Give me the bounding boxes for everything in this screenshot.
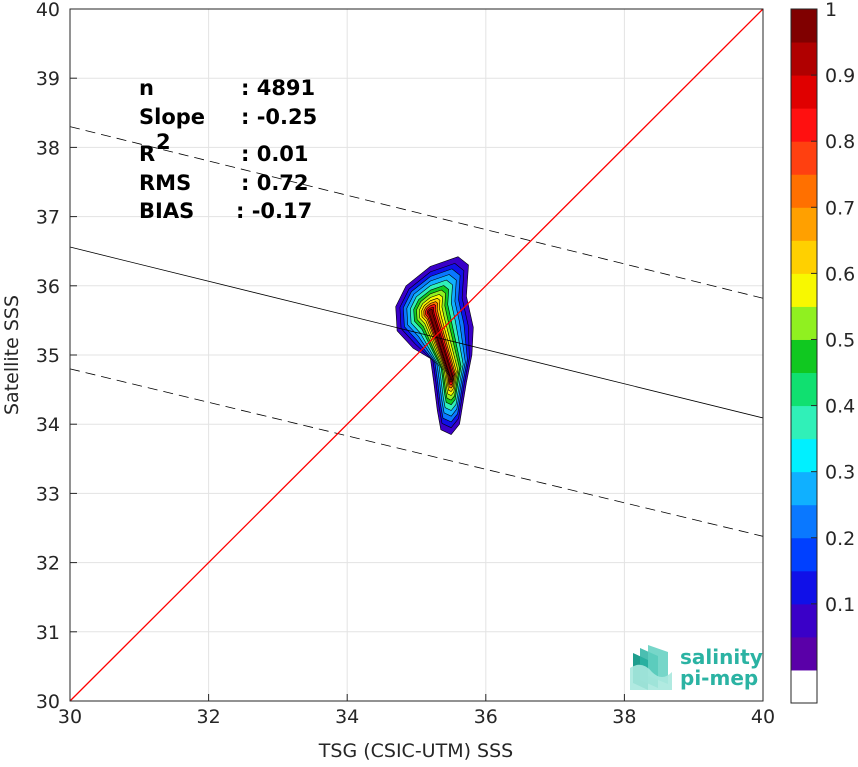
stat-value: : 4891: [241, 76, 315, 100]
colorbar-segment: [791, 273, 817, 307]
y-tick-label: 34: [36, 414, 60, 436]
colorbar-segment: [791, 108, 817, 142]
colorbar: 0.1 0.2 0.3 0.4 0.5 0.6 0.7 0.8 0.9 1: [790, 0, 855, 704]
y-tick-label: 31: [36, 622, 60, 644]
colorbar-segment: [791, 75, 817, 109]
x-tick-label: 34: [335, 706, 359, 728]
y-tick-label: 38: [36, 137, 60, 159]
y-tick-label: 39: [36, 68, 60, 90]
y-tick-label: 30: [36, 691, 60, 713]
colorbar-segment: [791, 438, 817, 473]
stat-label: BIAS: [139, 199, 194, 223]
colorbar-segment: [791, 504, 817, 539]
colorbar-segment: [791, 141, 817, 175]
colorbar-tick-label: 0.7: [825, 197, 855, 219]
stat-value: : 0.01: [241, 142, 309, 166]
colorbar-frame: [790, 8, 818, 704]
one-to-one-line: [69, 8, 764, 702]
stat-label: R: [139, 142, 155, 166]
colorbar-segment: [791, 570, 817, 605]
colorbar-segment: [791, 174, 817, 208]
colorbar-segment: [791, 306, 817, 340]
plot-area: 30 32 34 36 38 40 30 31 32 33 34 35 36 37 38 39 40: [36, 0, 775, 728]
reference-lines: [69, 8, 764, 702]
y-ticks: 30 31 32 33 34 35 36 37 38 39 40: [36, 0, 77, 713]
grid: [69, 8, 764, 702]
stat-value: : 0.72: [241, 171, 309, 195]
colorbar-tick-label: 0.1: [825, 594, 855, 616]
colorbar-segment: [791, 471, 817, 506]
y-tick-label: 35: [36, 345, 60, 367]
x-tick-label: 36: [474, 706, 498, 728]
regression-line: [69, 246, 764, 419]
y-axis-label: Satellite SSS: [1, 295, 23, 415]
contour-level: [428, 309, 453, 381]
y-tick-label: 36: [36, 276, 60, 298]
x-tick-label: 32: [197, 706, 221, 728]
colorbar-tick-label: 1: [825, 0, 837, 21]
stat-value: : -0.25: [241, 105, 317, 129]
lower-bound-line: [69, 368, 764, 537]
colorbar-segment: [791, 669, 817, 704]
colorbar-segment: [791, 240, 817, 274]
colorbar-segment: [791, 603, 817, 638]
x-axis-label: TSG (CSIC-UTM) SSS: [318, 740, 513, 762]
salinity-pi-mep-logo: salinity pi-mep: [630, 645, 763, 690]
logo-line1: salinity: [680, 645, 763, 669]
stat-label: Slope: [139, 105, 205, 129]
stat-label: n: [139, 76, 154, 100]
colorbar-segment: [791, 372, 817, 407]
colorbar-segment: [791, 636, 817, 671]
density-contours: [395, 256, 474, 435]
stat-value: : -0.17: [236, 199, 312, 223]
colorbar-tick-label: 0.4: [825, 396, 855, 418]
colorbar-segment: [791, 537, 817, 572]
x-tick-label: 40: [751, 706, 775, 728]
colorbar-tick-label: 0.9: [825, 65, 855, 87]
y-tick-label: 37: [36, 207, 60, 229]
stat-label-sup: 2: [156, 130, 171, 154]
colorbar-tick-label: 0.6: [825, 263, 855, 285]
colorbar-tick-label: 0.3: [825, 462, 855, 484]
colorbar-segment: [791, 207, 817, 241]
colorbar-segment: [791, 9, 817, 43]
colorbar-segment: [791, 339, 817, 374]
logo-line2: pi-mep: [680, 666, 758, 690]
stat-label: RMS: [139, 171, 191, 195]
upper-bound-line: [69, 126, 764, 299]
colorbar-tick-label: 0.8: [825, 131, 855, 153]
colorbar-tick-label: 0.5: [825, 329, 855, 351]
wave-icon: [630, 645, 672, 690]
y-tick-label: 40: [36, 0, 60, 21]
colorbar-segment: [791, 42, 817, 76]
y-tick-label: 33: [36, 483, 60, 505]
x-tick-label: 30: [58, 706, 82, 728]
y-tick-label: 32: [36, 553, 60, 575]
x-ticks: 30 32 34 36 38 40: [58, 694, 775, 728]
colorbar-tick-label: 0.2: [825, 528, 855, 550]
x-tick-label: 38: [612, 706, 636, 728]
stats-box: n : 4891 Slope : -0.25 R 2 : 0.01 RMS : 0.72 BIAS…: [139, 76, 317, 223]
colorbar-segment: [791, 405, 817, 440]
